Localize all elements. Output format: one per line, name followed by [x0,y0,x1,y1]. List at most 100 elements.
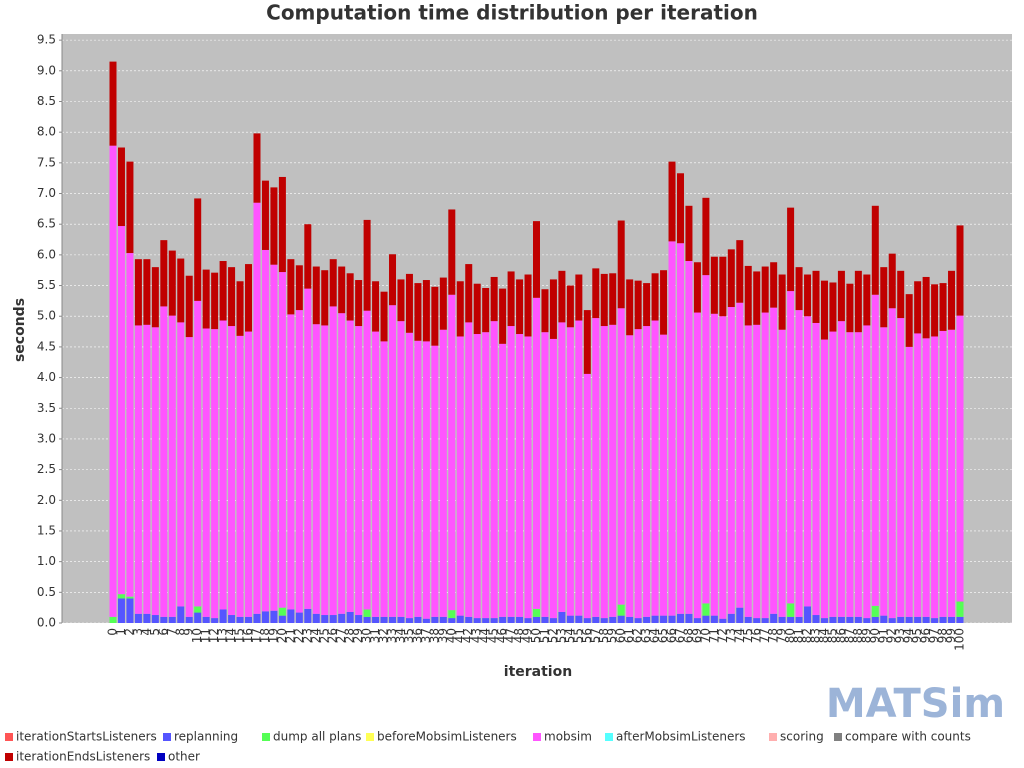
bar-segment [888,308,896,619]
bar-segment [355,615,363,623]
x-tick-label: 56 [580,628,594,643]
x-tick-label: 47 [504,628,518,643]
bar-segment [219,609,227,623]
bar-segment [753,618,761,623]
bar-segment [194,612,202,623]
x-tick-label: 37 [419,628,433,643]
legend-swatch [5,753,13,761]
x-tick-label: 73 [724,628,738,643]
x-tick-label: 4 [139,628,153,636]
bar-segment [456,615,464,623]
bar-segment [117,147,125,227]
bar-segment [541,289,549,333]
bar-segment [651,273,659,321]
bar-segment [431,286,439,346]
bar-segment [617,308,625,605]
bar-segment [448,294,456,611]
bar-segment [363,310,371,610]
bar-segment [439,616,447,623]
bar-segment [770,307,778,614]
bar-segment [753,324,761,619]
bar-segment [592,268,600,319]
bar-segment [338,313,346,614]
bar-segment [744,325,752,617]
bar-segment [151,267,159,328]
bar-segment [473,334,481,619]
bar-segment [693,312,701,619]
x-tick-label: 41 [453,628,467,643]
bar-segment [448,610,456,619]
x-tick-label: 92 [885,628,899,643]
bar-segment [778,274,786,330]
y-tick-label: 7.5 [37,155,56,169]
x-tick-label: 76 [749,628,763,643]
chart-title: Computation time distribution per iterat… [266,1,758,25]
bar-segment [922,616,930,623]
legend-swatch [366,733,374,741]
bar-segment [880,615,888,623]
bar-segment [727,249,735,308]
bar-segment [643,616,651,623]
bar-segment [321,270,329,326]
bar-segment [846,283,854,333]
bar-segment [736,302,744,608]
bar-segment [812,322,820,616]
bar-segment [863,274,871,326]
bar-segment [702,603,710,616]
bar-segment [109,616,117,623]
x-tick-label: 79 [775,628,789,643]
bar-segment [211,618,219,623]
x-tick-label: 68 [681,628,695,643]
x-tick-label: 87 [842,628,856,643]
bar-segment [355,326,363,616]
y-axis-label: seconds [12,298,28,362]
bar-segment [787,291,795,604]
bar-segment [778,329,786,617]
bar-segment [676,613,684,623]
x-tick-label: 8 [173,628,187,636]
bar-segment [295,310,303,613]
bar-segment [533,297,540,609]
x-tick-label: 6 [156,628,170,636]
bar-segment [871,605,879,617]
y-tick-label: 7.0 [37,186,56,200]
x-tick-label: 97 [927,628,941,643]
bar-segment [787,603,795,617]
x-tick-label: 18 [258,628,272,643]
bar-segment [228,267,236,327]
bar-segment [482,618,490,623]
bar-segment [261,180,269,250]
bar-segment [575,320,583,616]
bar-segment [253,613,261,623]
x-tick-label: 75 [741,628,755,643]
y-tick-label: 2.5 [37,462,56,476]
bar-segment [405,273,413,333]
x-tick-label: 0 [106,628,120,636]
bar-segment [397,279,405,322]
bar-segment [516,616,524,623]
bar-segment [431,345,439,617]
bar-segment [651,320,659,616]
x-tick-label: 19 [266,628,280,643]
x-tick-label: 2 [122,628,136,636]
bar-segment [389,254,397,306]
bar-segment [389,305,397,617]
bar-segment [575,274,583,321]
y-tick-label: 1.5 [37,523,56,537]
bar-segment [710,256,718,314]
bar-segment [634,618,642,623]
x-tick-label: 82 [800,628,814,643]
bar-segment [626,616,634,623]
bar-segment [846,332,854,617]
bar-segment [736,240,744,303]
x-tick-label: 42 [461,628,475,643]
bar-segment [693,262,701,313]
x-tick-label: 39 [436,628,450,643]
y-tick-label: 0.5 [37,585,56,599]
bar-segment [456,281,464,337]
bar-segment [473,283,481,335]
bar-segment [888,618,896,623]
bar-segment [880,267,888,328]
x-tick-label: 61 [622,628,636,643]
bar-segment [600,273,608,327]
